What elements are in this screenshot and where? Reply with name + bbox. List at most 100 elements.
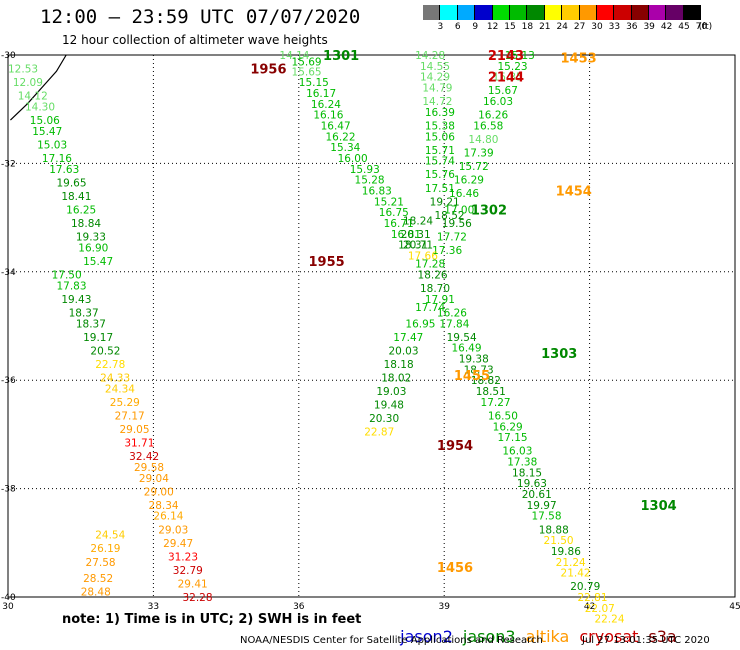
wave-height-value: 26.14 [153, 511, 183, 523]
wave-height-value: 16.49 [451, 343, 481, 355]
wave-height-value: 15.21 [374, 196, 404, 208]
wave-height-value: 16.95 [405, 318, 435, 330]
wave-height-value: 18.88 [539, 524, 569, 536]
pass-labels: 1301 1956 2143 2144 1453 1454 1302 1955 1303 1455… [250, 49, 676, 576]
wave-height-value: 15.06 [30, 115, 60, 127]
pass-number-label: 1302 [471, 203, 507, 218]
wave-height-value: 16.25 [66, 204, 96, 216]
lat-tick-label: -30 [1, 51, 16, 61]
wave-height-value: 16.29 [493, 421, 523, 433]
wave-height-value: 16.90 [78, 242, 108, 254]
wave-height-value: 31.71 [124, 438, 154, 450]
lat-tick-label: -36 [1, 376, 16, 386]
wave-height-value: 14.14 [279, 50, 309, 62]
wave-height-value: 27.17 [115, 410, 145, 422]
wave-height-value: 28.34 [149, 500, 179, 512]
legend-label: 24 [556, 22, 568, 32]
wave-height-value: 17.16 [42, 153, 72, 165]
wave-height-value: 18.31 [398, 240, 428, 252]
wave-height-value: 27.58 [86, 557, 116, 569]
wave-height-value: 19.21 [430, 196, 460, 208]
wave-height-value: 29.04 [139, 473, 169, 485]
legend-label: 27 [573, 22, 586, 32]
legend-swatch [544, 5, 563, 20]
pass-number-label: 1304 [640, 499, 676, 514]
wave-height-value: 17.63 [49, 164, 79, 176]
pass-number-label: 1301 [323, 49, 359, 64]
wave-height-value: 19.86 [551, 546, 581, 558]
wave-height-value: 15.15 [299, 77, 329, 89]
wave-height-value: 25.29 [110, 397, 140, 409]
wave-height-value: 18.15 [512, 467, 542, 479]
lon-tick-label: 39 [438, 602, 450, 612]
wave-height-value: 19.33 [76, 232, 106, 244]
wave-height-value: 15.34 [330, 142, 360, 154]
wave-height-value: 16.46 [449, 188, 479, 200]
wave-height-value: 21.24 [556, 557, 586, 569]
wave-height-value: 16.29 [454, 175, 484, 187]
pass-number-label: 2143 [488, 49, 524, 64]
wave-height-value: 18.37 [69, 307, 99, 319]
wave-height-value: 20.79 [570, 581, 600, 593]
lat-tick-label: -40 [1, 593, 16, 603]
wave-height-value: 16.50 [488, 410, 518, 422]
legend-swatch [579, 5, 597, 20]
wave-height-value: 19.56 [442, 218, 472, 230]
wave-height-value: 22.78 [95, 359, 125, 371]
wave-height-value: 15.71 [425, 145, 455, 157]
credit-line: NOAA/NESDIS Center for Satellite Applica… [240, 635, 543, 646]
wave-height-value: 18.84 [71, 218, 101, 230]
wave-height-value: 16.24 [311, 99, 341, 111]
pass-number-label: 1954 [437, 439, 473, 454]
wave-height-value: 29.47 [163, 538, 193, 550]
wave-height-value: 16.83 [362, 186, 392, 198]
wave-height-value: 15.23 [498, 61, 528, 73]
legend-swatch [683, 5, 702, 20]
wave-height-value: 16.03 [502, 446, 532, 458]
wave-height-value: 17.74 [415, 302, 445, 314]
wave-height-value: 15.38 [425, 120, 455, 132]
wave-height-value: 29.58 [134, 462, 164, 474]
wave-height-value: 24.34 [105, 383, 135, 395]
legend-label: 42 [660, 22, 673, 32]
map-subtitle: 12 hour collection of altimeter wave hei… [62, 33, 328, 47]
wave-height-value: 16.17 [306, 88, 336, 100]
legend-swatch [509, 5, 528, 20]
wave-height-value: 18.82 [471, 375, 501, 387]
wave-height-value: 15.69 [292, 57, 322, 69]
map-frame [7, 54, 736, 598]
wave-height-value: 15.65 [292, 66, 322, 78]
wave-height-value: 16.47 [321, 120, 351, 132]
lon-tick-label: 36 [293, 602, 305, 612]
legend-swatch [596, 5, 615, 20]
mission-cryosat: cryosat [579, 627, 639, 646]
legend-label: 39 [643, 22, 655, 32]
wave-height-value: 17.27 [481, 397, 511, 409]
lat-lon-grid [7, 54, 736, 598]
wave-height-value: 18.02 [381, 372, 411, 384]
wave-height-value: 29.41 [178, 578, 208, 590]
wave-height-value: 16.58 [473, 120, 503, 132]
lat-tick-label: -34 [1, 268, 16, 278]
wave-height-value: 15.93 [350, 164, 380, 176]
wave-height-value: 15.28 [355, 175, 385, 187]
wave-height-value: 17.58 [531, 511, 561, 523]
coastline-path [10, 54, 67, 121]
wave-height-value: 17.83 [56, 280, 86, 292]
wave-height-value: 14.30 [25, 101, 55, 113]
pass-number-label: 1956 [250, 63, 286, 78]
legend-label: 21 [539, 22, 551, 32]
wave-height-value: 20.52 [90, 345, 120, 357]
wave-height-value: 20.03 [388, 345, 418, 357]
pass-number-label: 1453 [561, 52, 597, 67]
wave-height-value: 32.28 [182, 592, 212, 604]
wave-height-value: 19.63 [517, 478, 547, 490]
wave-height-value: 18.51 [476, 386, 506, 398]
pass-number-label: 2144 [488, 71, 524, 86]
legend-label: 15 [504, 22, 516, 32]
wave-height-value: 24.54 [95, 530, 125, 542]
legend-label: 3 [437, 22, 444, 32]
legend-label: 18 [521, 22, 534, 32]
wave-height-value: 16.75 [379, 207, 409, 219]
